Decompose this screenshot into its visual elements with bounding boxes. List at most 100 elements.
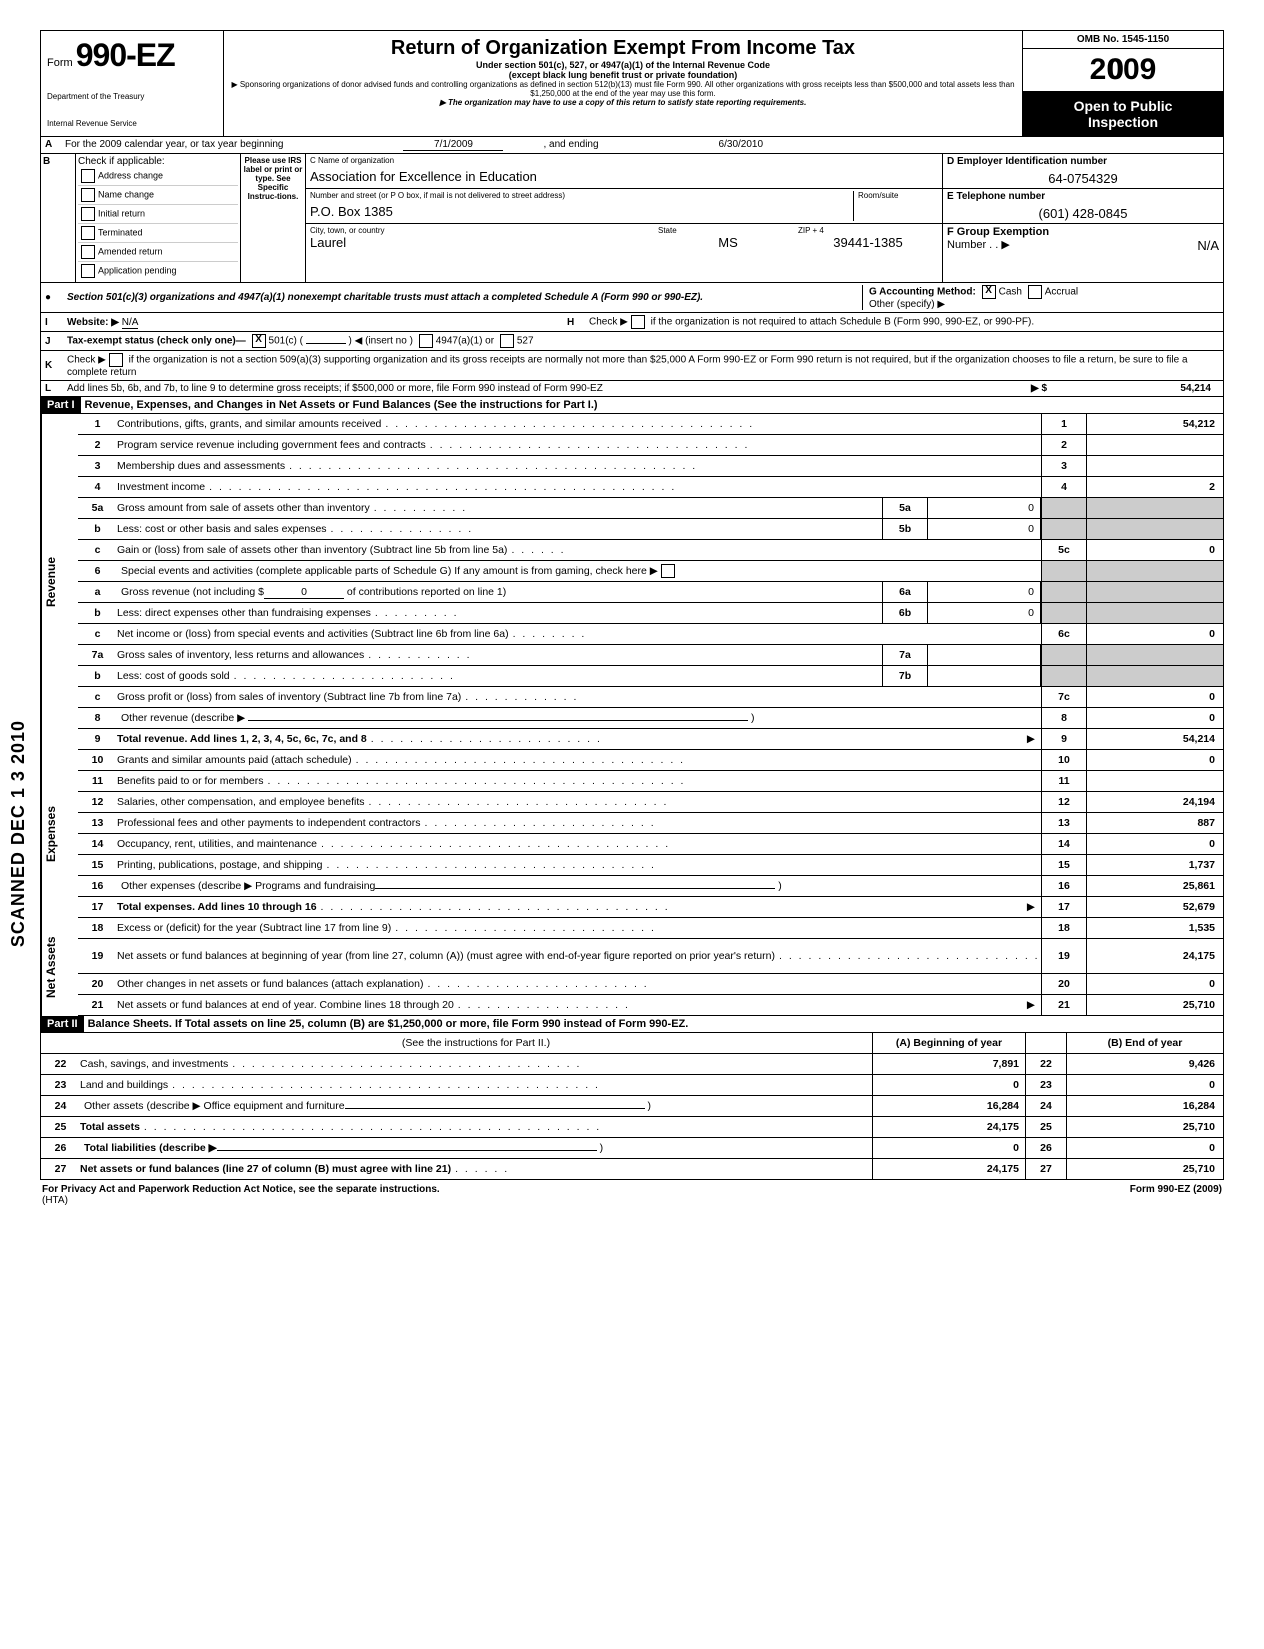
main-title: Return of Organization Exempt From Incom…	[230, 37, 1016, 60]
line-4-val: 2	[1087, 477, 1223, 497]
check-terminated[interactable]: Terminated	[78, 224, 238, 243]
line-6b-midval: 0	[928, 603, 1041, 623]
line-23-desc: Land and buildings	[80, 1079, 172, 1091]
h-checkbox[interactable]	[631, 315, 645, 329]
check-pending[interactable]: Application pending	[78, 262, 238, 280]
addr-label: Number and street (or P O box, if mail i…	[310, 191, 853, 200]
d-label: D Employer Identification number	[947, 156, 1107, 167]
cash-checkbox[interactable]: X	[982, 285, 996, 299]
part-2-title: Balance Sheets. If Total assets on line …	[84, 1016, 693, 1032]
room-label: Room/suite	[858, 191, 938, 200]
line-5a-midval: 0	[928, 498, 1041, 518]
row-a: A For the 2009 calendar year, or tax yea…	[41, 137, 1223, 154]
line-10-desc: Grants and similar amounts paid (attach …	[117, 754, 356, 766]
org-city: Laurel	[310, 235, 658, 250]
accrual-checkbox[interactable]	[1028, 285, 1042, 299]
line-6a-desc: Gross revenue (not including $0 of contr…	[117, 584, 882, 601]
col-b-header: (B) End of year	[1067, 1033, 1223, 1053]
section-bcdef: B Check if applicable: Address change Na…	[41, 154, 1223, 283]
line-7b-midval	[928, 666, 1041, 686]
527-checkbox[interactable]	[500, 334, 514, 348]
c-label: C Name of organization	[310, 156, 938, 165]
line-7c-val: 0	[1087, 687, 1223, 707]
state-label: State	[658, 226, 798, 235]
expenses-section: Expenses 10Grants and similar amounts pa…	[41, 750, 1223, 918]
open-label: Open to Public	[1027, 98, 1219, 114]
label-a: A	[45, 139, 65, 151]
check-name[interactable]: Name change	[78, 186, 238, 205]
line-1-desc: Contributions, gifts, grants, and simila…	[117, 418, 385, 430]
phone-cell: E Telephone number (601) 428-0845	[943, 189, 1223, 224]
line-6a-midval: 0	[928, 582, 1041, 602]
line-8-desc: Other revenue (describe ▶ )	[117, 710, 1041, 726]
tax-year: 2009	[1023, 49, 1223, 92]
501c-label: 501(c) (	[269, 336, 303, 347]
form-990ez: Form 990-EZ Department of the Treasury I…	[40, 30, 1224, 1180]
group-exemption: F Group Exemption Number . . ▶ N/A	[943, 224, 1223, 253]
form-prefix: Form	[47, 57, 73, 69]
k-checkbox[interactable]	[109, 353, 123, 367]
subtitle-1: Under section 501(c), 527, or 4947(a)(1)…	[230, 60, 1016, 70]
line-21-desc: Net assets or fund balances at end of ye…	[117, 999, 458, 1011]
line-13-desc: Professional fees and other payments to …	[117, 817, 425, 829]
check-address[interactable]: Address change	[78, 167, 238, 186]
line-5c-desc: Gain or (loss) from sale of assets other…	[117, 544, 511, 556]
line-25-b: 25,710	[1067, 1117, 1223, 1137]
label-l: L	[45, 383, 67, 394]
line-12-val: 24,194	[1087, 792, 1223, 812]
ein-cell: D Employer Identification number 64-0754…	[943, 154, 1223, 189]
h-check: Check ▶	[589, 317, 628, 328]
line-6b-desc: Less: direct expenses other than fundrai…	[117, 607, 375, 619]
line-13-val: 887	[1087, 813, 1223, 833]
form-footer: Form 990-EZ (2009)	[1130, 1184, 1222, 1206]
expenses-side-label: Expenses	[41, 750, 78, 918]
line-19-desc: Net assets or fund balances at beginning…	[117, 950, 779, 962]
check-amended[interactable]: Amended return	[78, 243, 238, 262]
website-label: Website: ▶	[67, 317, 119, 328]
gaming-checkbox[interactable]	[661, 564, 675, 578]
4947-label: 4947(a)(1) or	[436, 336, 494, 347]
line-7b-desc: Less: cost of goods sold	[117, 670, 234, 682]
phone: (601) 428-0845	[947, 206, 1219, 221]
open-to-public: Open to Public Inspection	[1023, 92, 1223, 136]
row-a-mid: , and ending	[543, 139, 598, 151]
part-2-header: Part II Balance Sheets. If Total assets …	[41, 1016, 1223, 1033]
part-1-title: Revenue, Expenses, and Changes in Net As…	[81, 397, 602, 413]
501c-checkbox[interactable]: X	[252, 334, 266, 348]
line-14-val: 0	[1087, 834, 1223, 854]
org-name-cell: C Name of organization Association for E…	[306, 154, 942, 189]
part-1-label: Part I	[41, 397, 81, 413]
label-i: I	[45, 317, 67, 328]
balance-header: (See the instructions for Part II.) (A) …	[41, 1033, 1223, 1054]
copy-text: ▶ The organization may have to use a cop…	[230, 98, 1016, 107]
line-6c-val: 0	[1087, 624, 1223, 644]
revenue-side-label: Revenue	[41, 414, 78, 750]
527-label: 527	[517, 336, 534, 347]
line-7c-desc: Gross profit or (loss) from sales of inv…	[117, 691, 465, 703]
net-assets-section: Net Assets 18Excess or (deficit) for the…	[41, 918, 1223, 1016]
check-heading: Check if applicable:	[78, 156, 238, 167]
header-row: Form 990-EZ Department of the Treasury I…	[41, 31, 1223, 137]
addr-cell: Number and street (or P O box, if mail i…	[306, 189, 942, 224]
line-18-val: 1,535	[1087, 918, 1223, 938]
line-17-desc: Total expenses. Add lines 10 through 16	[117, 901, 321, 913]
org-addr: P.O. Box 1385	[310, 204, 853, 219]
line-15-desc: Printing, publications, postage, and shi…	[117, 859, 326, 871]
line-9-val: 54,214	[1087, 729, 1223, 749]
line-26-a: 0	[872, 1138, 1025, 1158]
line-20-desc: Other changes in net assets or fund bala…	[117, 978, 427, 990]
dept-treasury: Department of the Treasury	[47, 92, 217, 101]
line-8-val: 0	[1087, 708, 1223, 728]
net-assets-side-label: Net Assets	[41, 918, 78, 1016]
ein: 64-0754329	[947, 171, 1219, 186]
line-20-val: 0	[1087, 974, 1223, 994]
line-27-desc: Net assets or fund balances (line 27 of …	[80, 1163, 455, 1175]
line-6b-mid: 6b	[882, 603, 928, 623]
line-24-a: 16,284	[872, 1096, 1025, 1116]
revenue-section: Revenue 1Contributions, gifts, grants, a…	[41, 414, 1223, 750]
4947-checkbox[interactable]	[419, 334, 433, 348]
f-num: Number . . ▶	[947, 239, 1010, 251]
line-27-a: 24,175	[872, 1159, 1025, 1179]
check-initial[interactable]: Initial return	[78, 205, 238, 224]
section-501c3-row: ● Section 501(c)(3) organizations and 49…	[41, 283, 1223, 313]
